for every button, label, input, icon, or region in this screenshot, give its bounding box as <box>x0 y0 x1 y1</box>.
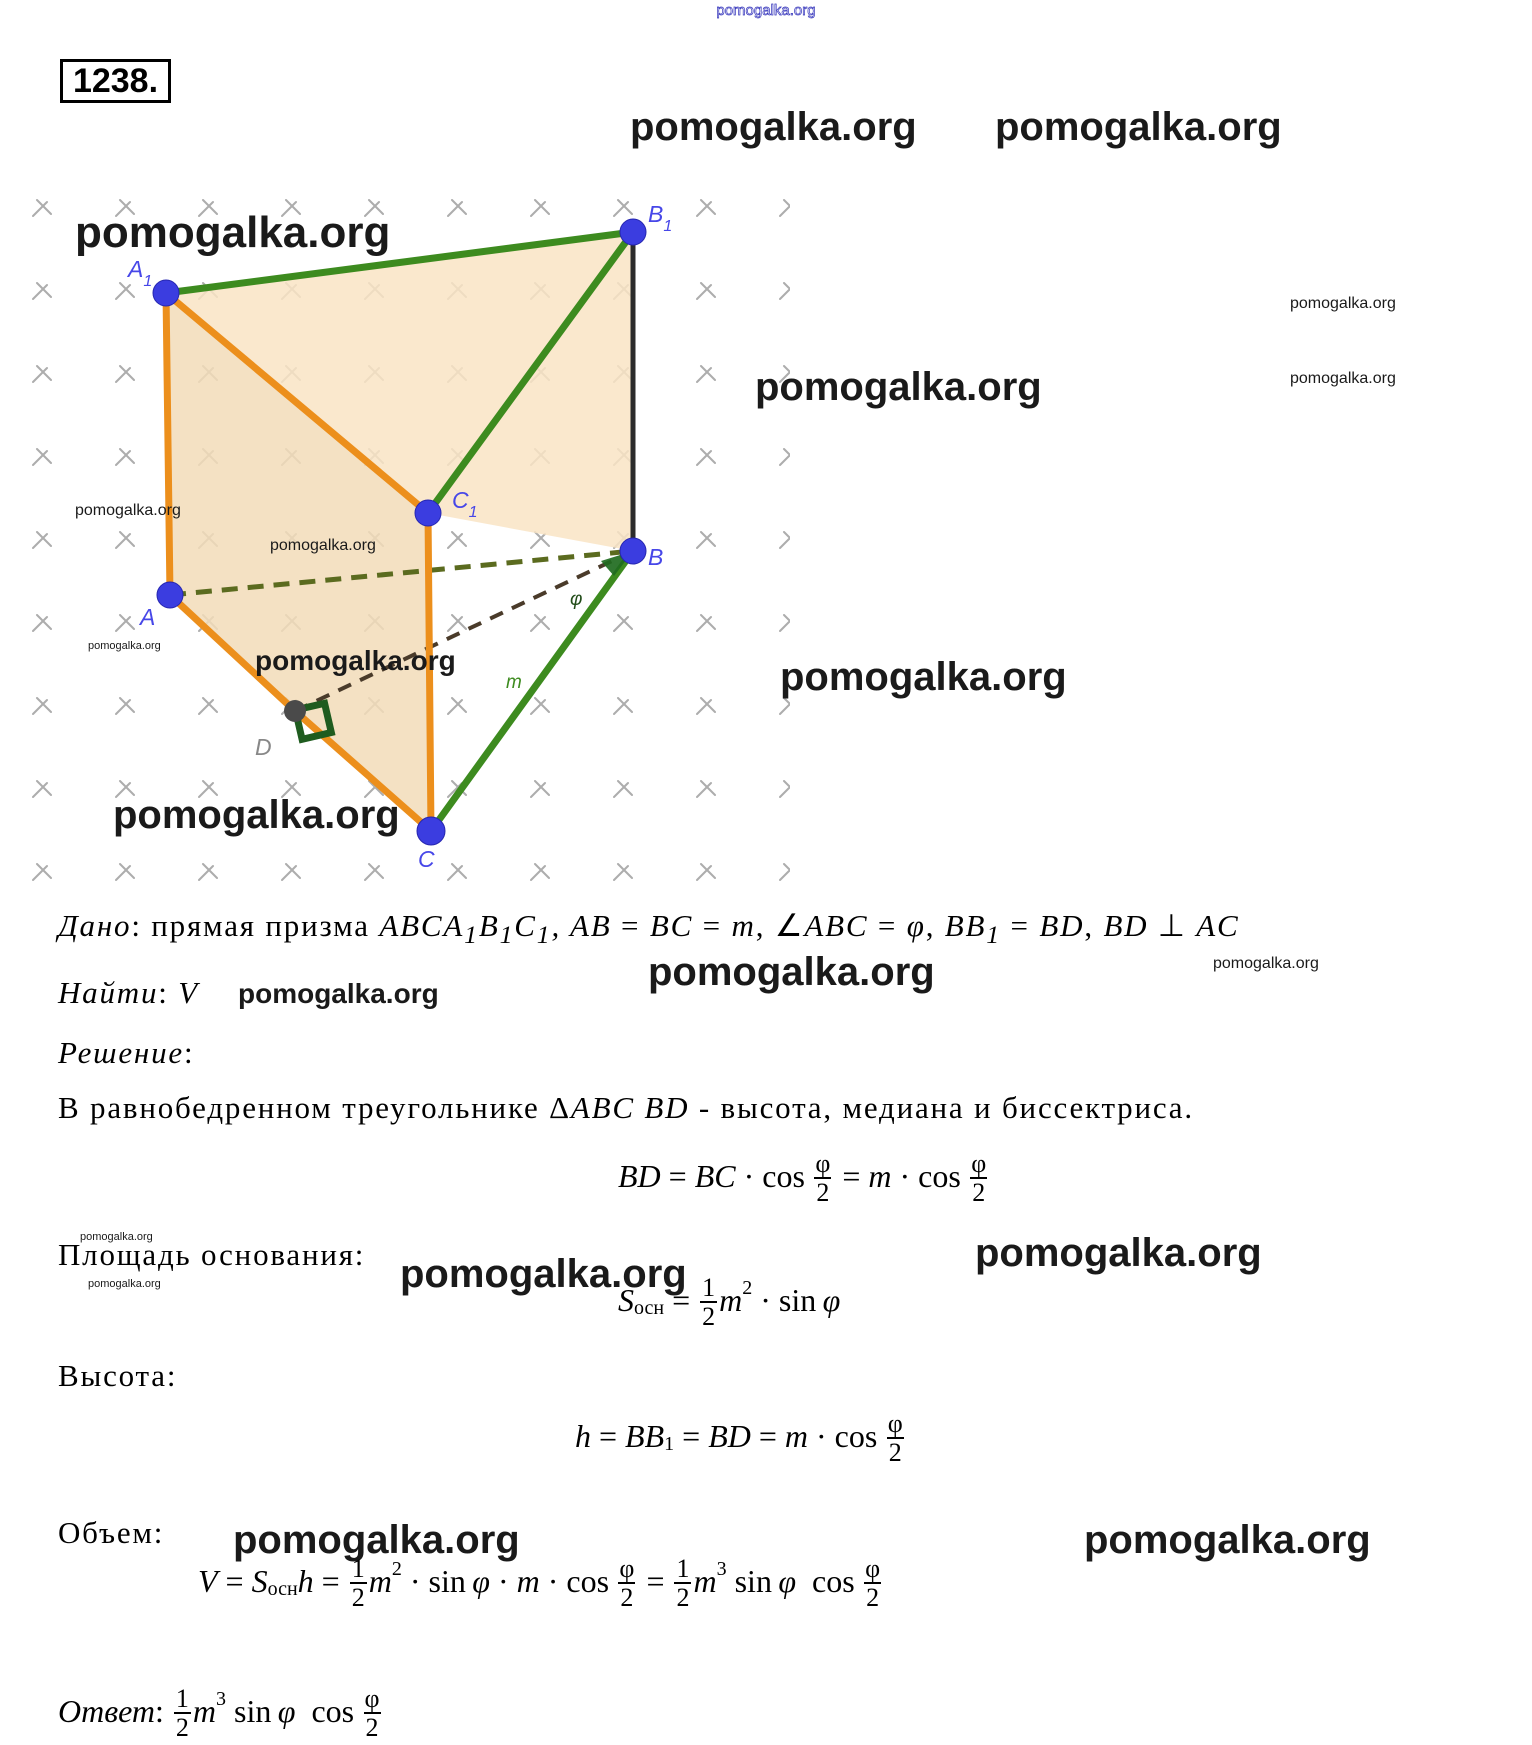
svg-text:A: A <box>138 604 155 630</box>
svg-text:m: m <box>506 672 522 693</box>
svg-text:B: B <box>648 544 663 570</box>
svg-text:C: C <box>418 846 435 872</box>
svg-text:D: D <box>255 734 272 760</box>
svg-text:φ: φ <box>570 589 582 610</box>
